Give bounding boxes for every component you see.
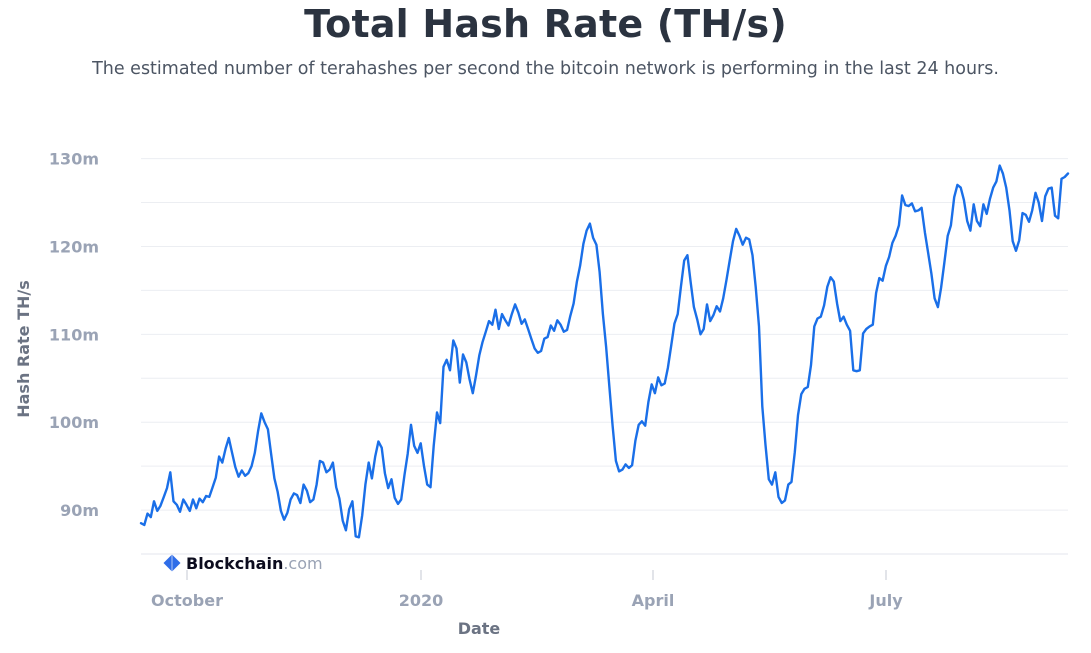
- x-axis-ticks: October 2020 April July: [151, 570, 903, 610]
- chart-subtitle: The estimated number of terahashes per s…: [92, 59, 999, 79]
- gridlines: [141, 158, 1068, 555]
- y-axis-label: Hash Rate TH/s: [14, 280, 33, 418]
- x-tick-label: October: [151, 591, 223, 610]
- y-tick-label: 130m: [49, 150, 99, 169]
- x-tick-label: April: [632, 591, 675, 610]
- blockchain-logo: [163, 554, 181, 572]
- y-axis-ticks: 90m 100m 110m 120m 130m: [49, 150, 99, 520]
- x-axis-label: Date: [458, 619, 501, 638]
- x-tick-label: 2020: [399, 591, 444, 610]
- x-tick-label: July: [868, 591, 903, 610]
- hash-rate-series-line: [139, 164, 1070, 539]
- watermark-domain: .com: [283, 554, 322, 573]
- watermark-brand: Blockchain: [186, 554, 283, 573]
- chart-title: Total Hash Rate (TH/s): [304, 2, 787, 46]
- y-tick-label: 110m: [49, 325, 99, 344]
- y-tick-label: 100m: [49, 413, 99, 432]
- y-tick-label: 120m: [49, 237, 99, 256]
- y-tick-label: 90m: [60, 501, 99, 520]
- svg-text:Blockchain.com: Blockchain.com: [186, 554, 323, 573]
